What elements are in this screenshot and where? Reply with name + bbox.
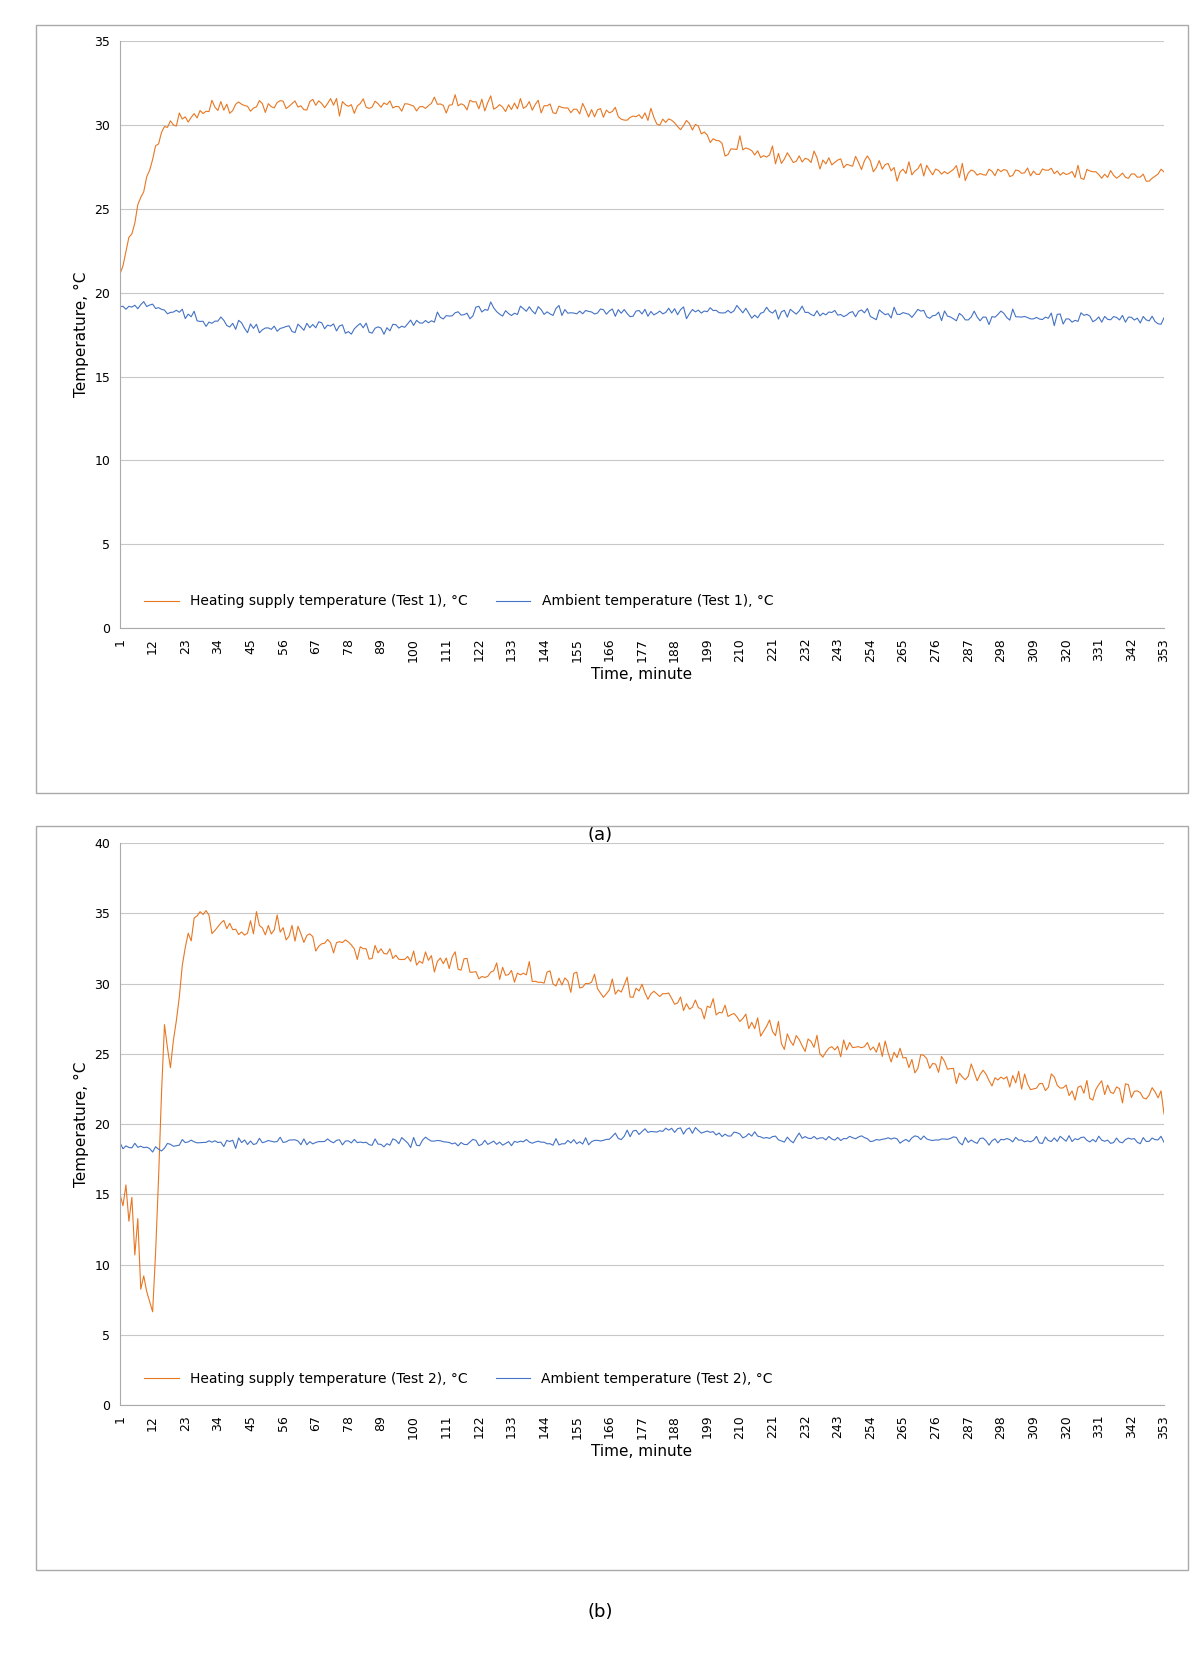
Heating supply temperature (Test 1), °C bbox=[113, 264, 127, 284]
Heating supply temperature (Test 2), °C bbox=[199, 901, 214, 921]
Heating supply temperature (Test 1), °C bbox=[262, 94, 276, 114]
Heating supply temperature (Test 1), °C bbox=[1020, 159, 1034, 179]
Ambient temperature (Test 1), °C bbox=[137, 291, 151, 311]
Y-axis label: Temperature, °C: Temperature, °C bbox=[74, 273, 89, 397]
Heating supply temperature (Test 2), °C bbox=[1157, 1104, 1171, 1124]
Legend: Heating supply temperature (Test 2), °C, Ambient temperature (Test 2), °C: Heating supply temperature (Test 2), °C,… bbox=[137, 1365, 780, 1392]
Ambient temperature (Test 1), °C bbox=[264, 319, 278, 339]
Ambient temperature (Test 1), °C bbox=[252, 322, 266, 342]
Y-axis label: Temperature, °C: Temperature, °C bbox=[74, 1061, 89, 1187]
Heating supply temperature (Test 2), °C bbox=[145, 1303, 160, 1322]
Heating supply temperature (Test 1), °C bbox=[1157, 162, 1171, 182]
Ambient temperature (Test 1), °C bbox=[1024, 309, 1038, 329]
Heating supply temperature (Test 1), °C bbox=[872, 150, 887, 170]
Ambient temperature (Test 2), °C bbox=[252, 1129, 266, 1149]
Heating supply temperature (Test 2), °C bbox=[268, 921, 282, 941]
Heating supply temperature (Test 1), °C bbox=[250, 98, 264, 117]
X-axis label: Time, minute: Time, minute bbox=[592, 1445, 692, 1460]
Ambient temperature (Test 1), °C bbox=[875, 302, 889, 322]
Ambient temperature (Test 2), °C bbox=[264, 1131, 278, 1150]
Heating supply temperature (Test 2), °C bbox=[256, 917, 270, 937]
Heating supply temperature (Test 1), °C bbox=[448, 84, 462, 104]
Ambient temperature (Test 2), °C bbox=[733, 1124, 748, 1144]
Ambient temperature (Test 2), °C bbox=[1157, 1132, 1171, 1152]
Heating supply temperature (Test 1), °C bbox=[730, 139, 744, 159]
Ambient temperature (Test 1), °C bbox=[694, 302, 708, 322]
Ambient temperature (Test 1), °C bbox=[1157, 307, 1171, 327]
Line: Heating supply temperature (Test 1), °C: Heating supply temperature (Test 1), °C bbox=[120, 94, 1164, 274]
Ambient temperature (Test 2), °C bbox=[1024, 1132, 1038, 1152]
Ambient temperature (Test 1), °C bbox=[733, 299, 748, 319]
Heating supply temperature (Test 2), °C bbox=[1024, 1079, 1038, 1099]
Ambient temperature (Test 2), °C bbox=[875, 1129, 889, 1149]
Ambient temperature (Test 1), °C bbox=[377, 324, 391, 344]
Heating supply temperature (Test 2), °C bbox=[733, 1012, 748, 1031]
Text: (a): (a) bbox=[588, 826, 612, 845]
Ambient temperature (Test 2), °C bbox=[694, 1122, 708, 1142]
Line: Heating supply temperature (Test 2), °C: Heating supply temperature (Test 2), °C bbox=[120, 911, 1164, 1312]
Text: (b): (b) bbox=[587, 1603, 613, 1622]
Ambient temperature (Test 1), °C bbox=[113, 298, 127, 317]
X-axis label: Time, minute: Time, minute bbox=[592, 668, 692, 683]
Ambient temperature (Test 2), °C bbox=[145, 1142, 160, 1162]
Line: Ambient temperature (Test 1), °C: Ambient temperature (Test 1), °C bbox=[120, 301, 1164, 334]
Line: Ambient temperature (Test 2), °C: Ambient temperature (Test 2), °C bbox=[120, 1127, 1164, 1152]
Heating supply temperature (Test 2), °C bbox=[875, 1046, 889, 1066]
Ambient temperature (Test 2), °C bbox=[688, 1117, 702, 1137]
Heating supply temperature (Test 2), °C bbox=[113, 1184, 127, 1203]
Heating supply temperature (Test 2), °C bbox=[694, 1000, 708, 1020]
Ambient temperature (Test 2), °C bbox=[113, 1132, 127, 1152]
Legend: Heating supply temperature (Test 1), °C, Ambient temperature (Test 1), °C: Heating supply temperature (Test 1), °C,… bbox=[137, 587, 780, 615]
Heating supply temperature (Test 1), °C bbox=[691, 116, 706, 136]
